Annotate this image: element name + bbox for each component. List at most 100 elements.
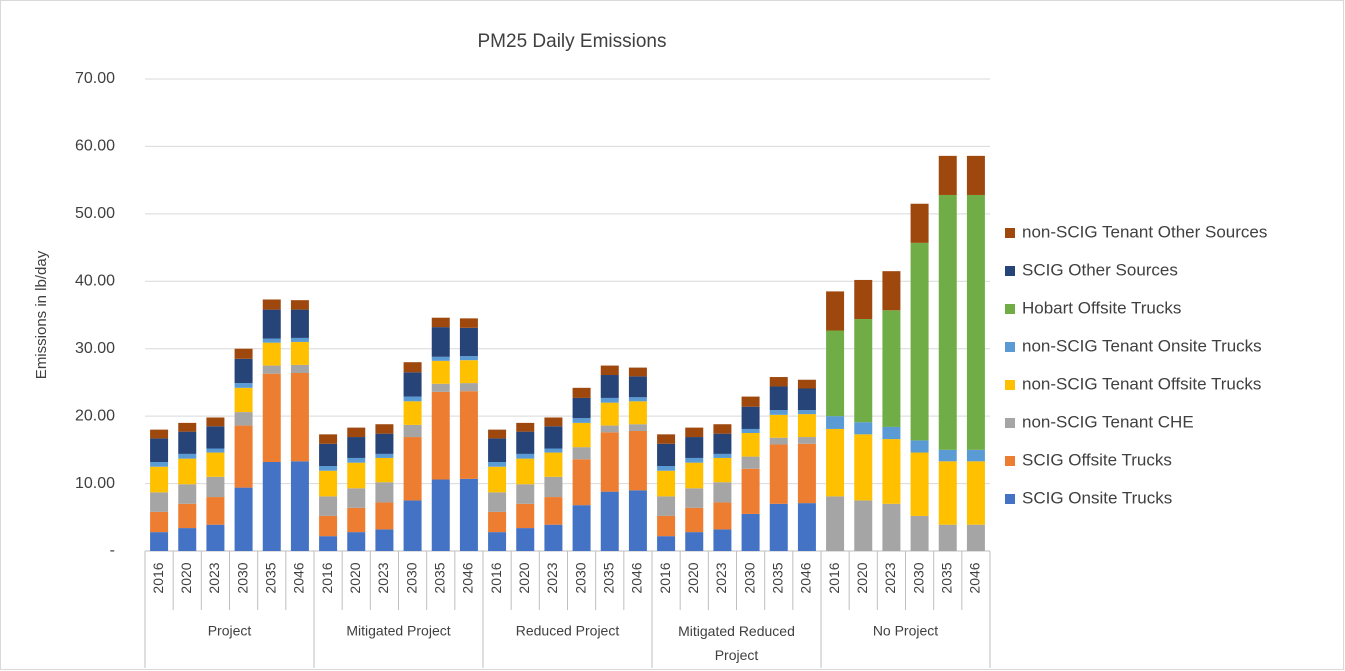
bar-segment	[882, 426, 901, 440]
bar-segment	[685, 488, 704, 508]
bar-segment	[319, 434, 338, 444]
y-tick-label: 40.00	[75, 273, 115, 290]
bar-segment	[544, 476, 563, 498]
bar-segment	[178, 528, 197, 551]
legend-swatch	[1005, 418, 1015, 428]
bar-segment	[347, 427, 366, 438]
bar-segment	[516, 484, 535, 504]
y-tick-label: -	[110, 542, 115, 559]
group-label-line: Project	[715, 647, 759, 663]
bar-segment	[375, 502, 394, 530]
x-tick-label: 2035	[938, 562, 954, 593]
y-tick-label: 30.00	[75, 340, 115, 357]
bar-segment	[544, 426, 563, 449]
bar-segment	[206, 497, 225, 525]
bar-segment	[375, 453, 394, 458]
y-tick-label: 70.00	[75, 70, 115, 87]
bar-segment	[966, 449, 985, 462]
bar-segment	[403, 424, 422, 438]
legend-label: non-SCIG Tenant Offsite Trucks	[1022, 374, 1261, 393]
x-tick-label: 2023	[713, 562, 729, 593]
bar-segment	[319, 443, 338, 467]
x-tick-label: 2030	[910, 562, 926, 593]
y-axis-label: Emissions in lb/day	[33, 250, 50, 379]
legend-label: non-SCIG Tenant Other Sources	[1022, 222, 1267, 241]
x-tick-label: 2023	[375, 562, 391, 593]
bar-segment	[826, 428, 845, 497]
bar-segment	[938, 449, 957, 462]
bar-segment	[854, 279, 873, 320]
x-tick-label: 2035	[769, 562, 785, 593]
bar-segment	[882, 271, 901, 311]
bar-segment	[403, 396, 422, 402]
x-tick-label: 2020	[516, 562, 532, 593]
bar-segment	[319, 466, 338, 471]
bar-segment	[150, 429, 169, 439]
bar-segment	[713, 453, 732, 458]
bar-segment	[290, 372, 309, 462]
x-tick-label: 2020	[178, 562, 194, 593]
bar-segment	[459, 318, 478, 328]
x-tick-label: 2046	[291, 562, 307, 593]
bar-segment	[628, 424, 647, 431]
bar-segment	[206, 452, 225, 477]
bar-segment	[572, 505, 591, 551]
bar-segment	[488, 532, 507, 551]
bar-segment	[178, 484, 197, 504]
bar-segment	[769, 437, 788, 445]
legend-label: non-SCIG Tenant Onsite Trucks	[1022, 336, 1262, 355]
x-tick-label: 2023	[206, 562, 222, 593]
bar-segment	[347, 437, 366, 458]
bar-segment	[431, 391, 450, 480]
legend-label: SCIG Other Sources	[1022, 260, 1178, 279]
group-label: Reduced Project	[516, 623, 620, 639]
bar-segment	[797, 388, 816, 411]
bar-segment	[741, 433, 760, 457]
bar-segment	[375, 529, 394, 551]
bar-segment	[600, 375, 619, 398]
y-tick-label: 60.00	[75, 138, 115, 155]
group-label-line: Mitigated Reduced	[678, 623, 795, 639]
bar-segment	[628, 376, 647, 398]
bar-segment	[150, 466, 169, 493]
x-tick-label: 2020	[685, 562, 701, 593]
bar-segment	[262, 373, 281, 462]
legend-swatch	[1005, 380, 1015, 390]
bar-segment	[600, 491, 619, 551]
bar-segment	[431, 356, 450, 361]
bar-segment	[234, 383, 253, 388]
bar-segment	[206, 524, 225, 551]
x-tick-label: 2020	[347, 562, 363, 593]
bar-segment	[516, 453, 535, 459]
bar-segment	[375, 457, 394, 483]
bar-segment	[459, 327, 478, 357]
bar-segment	[826, 330, 845, 417]
legend-label: Hobart Offsite Trucks	[1022, 298, 1181, 317]
x-tick-label: 2046	[460, 562, 476, 593]
legend-swatch	[1005, 342, 1015, 352]
bar-segment	[966, 155, 985, 195]
bar-segment	[938, 461, 957, 525]
bar-segment	[178, 422, 197, 432]
x-tick-label: 2046	[798, 562, 814, 593]
bar-segment	[854, 500, 873, 551]
bar-segment	[178, 503, 197, 529]
bar-segment	[290, 309, 309, 338]
bar-segment	[713, 433, 732, 454]
bar-segment	[826, 291, 845, 331]
bar-segment	[572, 418, 591, 423]
bar-segment	[347, 462, 366, 489]
bar-segment	[713, 482, 732, 503]
bar-segment	[459, 356, 478, 361]
bar-segment	[769, 414, 788, 438]
bar-segment	[572, 447, 591, 460]
bar-segment	[544, 448, 563, 453]
x-tick-label: 2035	[431, 562, 447, 593]
x-tick-label: 2030	[234, 562, 250, 593]
bar-segment	[628, 397, 647, 402]
bar-segment	[150, 511, 169, 533]
bar-segment	[966, 524, 985, 551]
bar-segment	[685, 532, 704, 551]
bar-segment	[459, 360, 478, 384]
